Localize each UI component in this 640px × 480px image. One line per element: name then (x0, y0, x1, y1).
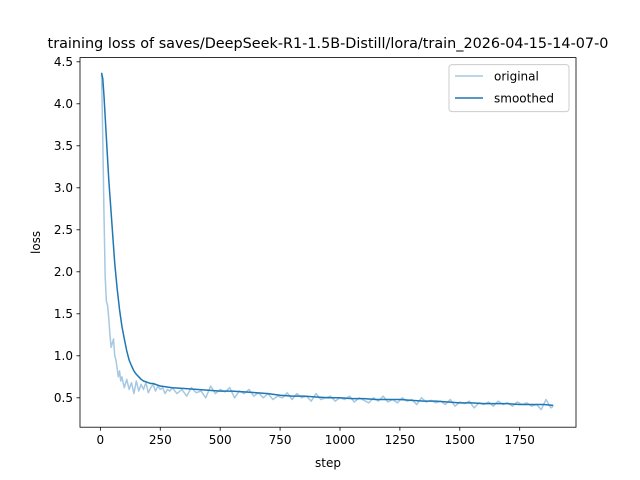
y-axis-ticks: 0.5 1.0 1.5 2.0 2.5 3.0 3.5 4.0 4.5 (54, 55, 80, 405)
legend-label-original: original (494, 70, 539, 84)
x-axis-ticks: 0 250 500 750 1000 1250 1500 1750 (97, 427, 535, 447)
x-tick-label: 750 (269, 433, 292, 447)
x-tick-label: 500 (209, 433, 232, 447)
y-axis-label: loss (29, 231, 43, 254)
y-tick-label: 1.5 (54, 307, 73, 321)
y-tick-label: 0.5 (54, 391, 73, 405)
y-tick-label: 4.0 (54, 97, 73, 111)
chart-title: training loss of saves/DeepSeek-R1-1.5B-… (48, 36, 609, 52)
x-axis-label: step (315, 456, 341, 470)
x-tick-label: 1000 (325, 433, 356, 447)
y-tick-label: 4.5 (54, 55, 73, 69)
y-tick-label: 2.5 (54, 223, 73, 237)
y-tick-label: 1.0 (54, 349, 73, 363)
x-tick-label: 1250 (385, 433, 416, 447)
y-tick-label: 3.5 (54, 139, 73, 153)
axes-frame (79, 57, 577, 428)
x-tick-label: 0 (97, 433, 105, 447)
y-tick-label: 3.0 (54, 181, 73, 195)
plot-area (80, 57, 576, 428)
series-line-smoothed (100, 72, 554, 407)
x-tick-label: 1750 (504, 433, 535, 447)
legend: original smoothed (448, 64, 570, 113)
plot-lines (100, 72, 554, 411)
y-tick-label: 2.0 (54, 265, 73, 279)
x-tick-label: 250 (149, 433, 172, 447)
x-tick-label: 1500 (445, 433, 476, 447)
legend-label-smoothed: smoothed (494, 92, 554, 106)
